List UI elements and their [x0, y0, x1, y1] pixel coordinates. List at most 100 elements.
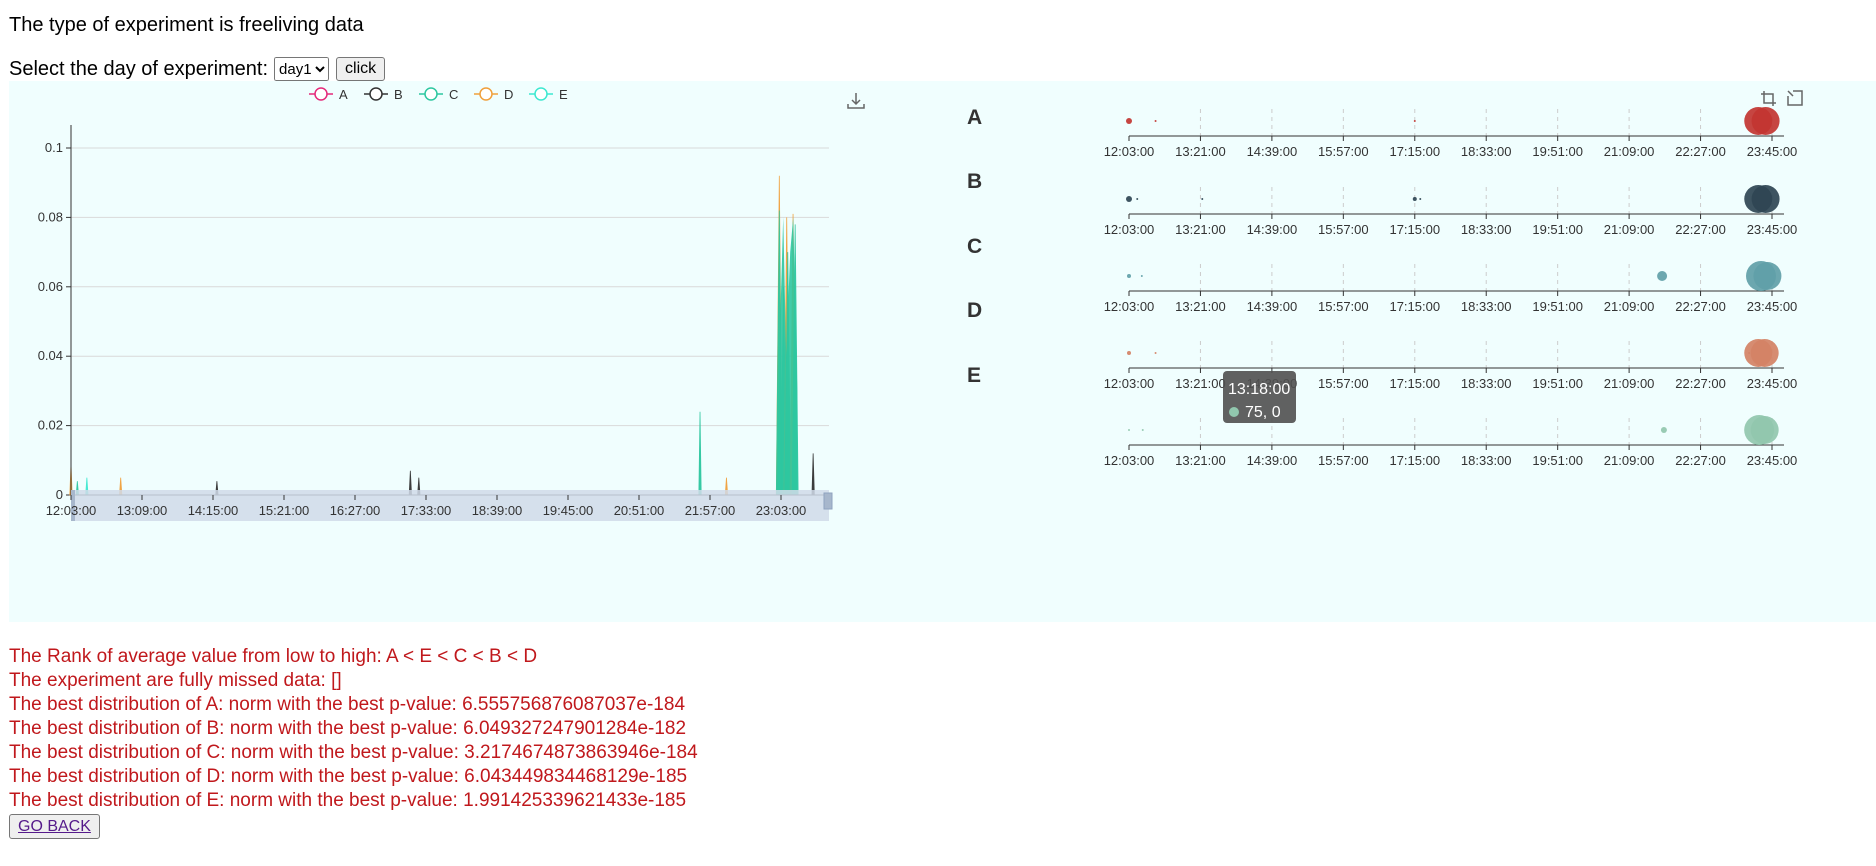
legend-item-c[interactable]: C — [419, 87, 458, 102]
scatter-chart: A B C D E 12:03:00 13:21:00 14:39:00 15:57:00 17… — [967, 87, 1806, 468]
scatter-point[interactable] — [1154, 120, 1157, 122]
row-label-d: D — [967, 299, 982, 322]
scatter-x-tick-label: 15:57:00 — [1318, 222, 1369, 237]
scatter-point[interactable] — [1141, 429, 1144, 431]
save-image-icon[interactable] — [844, 88, 868, 112]
scatter-x-tick-label: 18:33:00 — [1461, 376, 1512, 391]
scatter-point[interactable] — [1154, 352, 1157, 354]
scatter-x-tick-label: 23:45:00 — [1747, 222, 1798, 237]
datazoom-handle-right[interactable] — [823, 492, 833, 510]
scatter-point[interactable] — [1419, 198, 1422, 200]
area-chart-legend: A B C D E — [309, 87, 568, 102]
scatter-point[interactable] — [1140, 275, 1143, 277]
scatter-point[interactable] — [1753, 262, 1782, 290]
scatter-tooltip: 13:18:00 75, 0 — [1223, 371, 1296, 423]
scatter-x-tick-label: 17:15:00 — [1389, 376, 1440, 391]
scatter-point[interactable] — [1127, 274, 1131, 278]
legend-label: C — [449, 87, 458, 102]
scatter-x-tick-label: 22:27:00 — [1675, 144, 1726, 159]
scatter-x-tick-label: 13:21:00 — [1175, 299, 1226, 314]
legend-item-a[interactable]: A — [309, 87, 348, 102]
scatter-x-tick-label: 15:57:00 — [1318, 144, 1369, 159]
scatter-point[interactable] — [1750, 339, 1779, 367]
legend-item-e[interactable]: E — [529, 87, 568, 102]
scatter-point[interactable] — [1136, 198, 1139, 200]
scatter-point[interactable] — [1126, 196, 1132, 202]
scatter-x-tick-label: 19:51:00 — [1532, 453, 1583, 468]
scatter-point[interactable] — [1201, 198, 1204, 200]
scatter-x-tick-label: 19:51:00 — [1532, 222, 1583, 237]
datazoom-slider[interactable] — [71, 490, 833, 521]
distribution-c-text: The best distribution of C: norm with th… — [9, 742, 698, 763]
x-tick-label: 19:45:00 — [543, 503, 594, 518]
x-tick-label: 14:15:00 — [188, 503, 239, 518]
scatter-x-tick-label: 19:51:00 — [1532, 376, 1583, 391]
scatter-x-tick-label: 19:51:00 — [1532, 299, 1583, 314]
scatter-point[interactable] — [1750, 416, 1779, 444]
scatter-x-tick-label: 17:15:00 — [1389, 453, 1440, 468]
area-band-c — [777, 217, 798, 495]
legend-label: B — [394, 87, 403, 102]
y-tick-label: 0 — [56, 487, 63, 502]
scatter-point[interactable] — [1657, 271, 1668, 281]
scatter-x-tick-label: 22:27:00 — [1675, 376, 1726, 391]
legend-item-b[interactable]: B — [364, 87, 403, 102]
scatter-row-e: 12:03:00 13:21:00 14:39:00 15:57:00 17:15:00… — [1104, 415, 1798, 468]
spike-b — [811, 453, 815, 496]
scatter-row-d: 12:03:0013:21:0014:39:0015:57:0017:15:00… — [1104, 339, 1797, 391]
scatter-x-tick-label: 18:33:00 — [1461, 144, 1512, 159]
scatter-x-tick-label: 14:39:00 — [1247, 144, 1298, 159]
scatter-x-tick-label: 23:45:00 — [1747, 453, 1798, 468]
scatter-row-c: 12:03:00 13:21:00 14:39:00 15:57:00 17:15:00… — [1104, 261, 1798, 314]
scatter-x-tick-label: 13:21:00 — [1175, 144, 1226, 159]
scatter-point[interactable] — [1751, 185, 1780, 213]
scatter-x-tick-label: 12:03:00 — [1104, 453, 1155, 468]
x-tick-label: 15:21:00 — [259, 503, 310, 518]
scatter-x-tick-label: 18:33:00 — [1461, 222, 1512, 237]
legend-item-d[interactable]: D — [474, 87, 513, 102]
scatter-point[interactable] — [1128, 429, 1130, 431]
scatter-point[interactable] — [1412, 197, 1417, 201]
day-select-label: Select the day of experiment: — [9, 57, 269, 80]
scatter-x-tick-label: 21:09:00 — [1604, 376, 1655, 391]
rank-text: The Rank of average value from low to hi… — [9, 646, 538, 667]
zoom-icon[interactable] — [1757, 87, 1779, 109]
scatter-x-tick-label: 23:45:00 — [1747, 144, 1798, 159]
scatter-x-tick-label: 22:27:00 — [1675, 222, 1726, 237]
scatter-row-b: 12:03:00 13:21:00 14:39:00 15:57:00 17:15:00… — [1104, 185, 1798, 237]
scatter-point[interactable] — [1660, 427, 1667, 433]
scatter-x-tick-label: 12:03:00 — [1104, 144, 1155, 159]
y-tick-label: 0.06 — [38, 279, 63, 294]
scatter-x-tick-label: 17:15:00 — [1389, 144, 1440, 159]
scatter-x-tick-label: 22:27:00 — [1675, 453, 1726, 468]
scatter-point[interactable] — [1127, 351, 1131, 355]
go-back-button[interactable]: GO BACK — [9, 814, 100, 839]
y-tick-label: 0.1 — [45, 140, 63, 155]
results-block: The Rank of average value from low to hi… — [9, 645, 698, 813]
y-tick-label: 0.08 — [38, 209, 63, 224]
area-chart-y-axis: 0 0.02 0.04 0.06 0.08 0.1 — [38, 140, 71, 502]
area-chart: A B C D E 0 0.02 0.04 0.06 0.08 0.1 12:03:00 13:09… — [38, 87, 868, 521]
zoom-reset-icon[interactable] — [1784, 87, 1806, 109]
distribution-b-text: The best distribution of B: norm with th… — [9, 718, 687, 739]
scatter-point[interactable] — [1751, 107, 1780, 135]
datazoom-handle-left[interactable] — [71, 490, 75, 521]
chart-panel: A B C D E 0 0.02 0.04 0.06 0.08 0.1 12:03:00 13:09… — [9, 81, 1876, 622]
scatter-x-tick-label: 12:03:00 — [1104, 376, 1155, 391]
scatter-x-tick-label: 18:33:00 — [1461, 299, 1512, 314]
click-button[interactable]: click — [336, 57, 386, 81]
row-label-e: E — [967, 364, 981, 387]
scatter-x-tick-label: 23:45:00 — [1747, 299, 1798, 314]
day-select[interactable]: day1 — [274, 57, 330, 81]
area-chart-grid — [71, 147, 829, 427]
scatter-x-tick-label: 13:21:00 — [1175, 453, 1226, 468]
scatter-x-tick-label: 14:39:00 — [1247, 453, 1298, 468]
x-tick-label: 12:03:00 — [46, 503, 97, 518]
x-tick-label: 13:09:00 — [117, 503, 168, 518]
x-tick-label: 18:39:00 — [472, 503, 523, 518]
scatter-x-tick-label: 13:21:00 — [1175, 376, 1226, 391]
scatter-point[interactable] — [1126, 118, 1132, 124]
x-tick-label: 20:51:00 — [614, 503, 665, 518]
scatter-point[interactable] — [1413, 120, 1416, 122]
scatter-x-tick-label: 14:39:00 — [1247, 222, 1298, 237]
